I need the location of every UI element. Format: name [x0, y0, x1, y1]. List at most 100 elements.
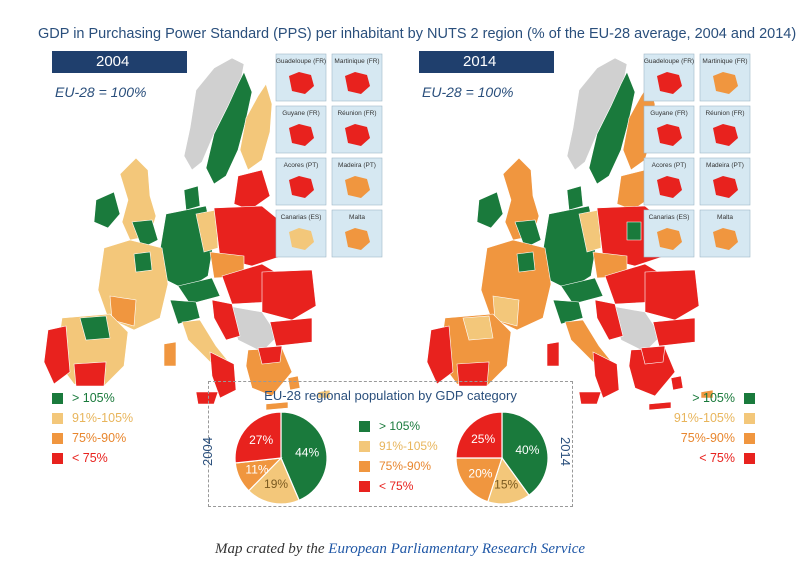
insets-2004: Guadeloupe (FR) Martinique (FR) Guyane (FR…	[275, 53, 383, 258]
inset-region	[713, 176, 738, 198]
legend-item: > 105%	[52, 388, 133, 408]
inset-label: Guyane (FR)	[650, 110, 688, 117]
inset-label: Canarias (ES)	[281, 214, 322, 221]
europe-map-2014	[426, 57, 714, 411]
inset-region	[345, 72, 370, 94]
france-paris-region	[516, 251, 536, 273]
inset-box	[699, 209, 751, 258]
cyprus-region	[700, 389, 714, 399]
inset-region	[713, 72, 738, 94]
pie-slice-label: 25%	[471, 432, 495, 446]
legend-label: > 105%	[72, 391, 115, 405]
legend-item: 75%-90%	[52, 428, 133, 448]
inset-region	[289, 124, 314, 146]
germany-east-region	[195, 209, 219, 253]
year-badge-2004: 2004	[52, 51, 187, 73]
aegean-region	[670, 375, 684, 391]
insets-2014: Guadeloupe (FR) Martinique (FR) Guyane (FR…	[643, 53, 751, 258]
italy-north-region	[552, 299, 584, 325]
legend-swatch	[52, 392, 63, 404]
year-badge-2014: 2014	[419, 51, 554, 73]
legend-label: 75%-90%	[680, 431, 735, 445]
legend-swatch	[359, 480, 370, 492]
greece-north-region	[257, 345, 283, 365]
legend-item: 91%-105%	[674, 408, 755, 428]
baltic-region	[233, 169, 271, 211]
inset-region	[657, 124, 682, 146]
pie-slice-label: 44%	[295, 446, 319, 460]
legend-item: 75%-90%	[674, 428, 755, 448]
romania-region	[644, 269, 700, 321]
legend-label: > 105%	[692, 391, 735, 405]
source-link[interactable]: European Parliamentary Research Service	[328, 541, 586, 557]
france-south-region	[109, 295, 137, 327]
inset-region	[657, 228, 682, 250]
legend-label: < 75%	[379, 479, 414, 493]
pie-slice	[501, 411, 549, 497]
legend-label: 91%-105%	[379, 439, 438, 453]
spain-south-region	[73, 361, 107, 387]
inset-region	[657, 176, 682, 198]
legend-swatch	[52, 432, 63, 444]
pie-slice-label: 27%	[249, 433, 273, 447]
sardinia-region	[546, 341, 560, 367]
legend-label: 75%-90%	[379, 459, 432, 473]
inset-label: Guadeloupe (FR)	[644, 58, 694, 65]
legend-label: > 105%	[379, 419, 421, 433]
croatia-slovenia-region	[211, 299, 241, 341]
pie-slice-label: 11%	[245, 463, 268, 477]
crete-region	[265, 401, 289, 411]
austria-region	[177, 277, 221, 305]
source-caption: Map crated by the European Parliamentary…	[0, 541, 800, 558]
bulgaria-region	[269, 317, 313, 347]
inset-region	[713, 228, 738, 250]
italy-south-region	[592, 351, 620, 399]
cyprus-region	[317, 389, 331, 399]
legend-item: 91%-105%	[359, 436, 438, 456]
inset-region	[345, 124, 370, 146]
sardinia-region	[163, 341, 177, 367]
france-paris-region	[133, 251, 153, 273]
inset-label: Guyane (FR)	[282, 110, 320, 117]
legend-left: > 105% 91%-105% 75%-90% < 75%	[52, 388, 133, 468]
inset-label: Guadeloupe (FR)	[276, 58, 326, 65]
croatia-slovenia-region	[594, 299, 624, 341]
legend-item: < 75%	[674, 448, 755, 468]
population-pie-2014: 40% 15%20% 25%	[455, 411, 549, 505]
legend-item: 75%-90%	[359, 456, 438, 476]
pie-slice	[247, 456, 300, 505]
eu-average-note-2004: EU-28 = 100%	[55, 84, 147, 100]
legend-label: 91%-105%	[673, 411, 735, 425]
spain-south-region	[456, 361, 490, 387]
inset-region	[289, 176, 314, 198]
legend-label: 75%-90%	[72, 431, 127, 445]
eu-average-note-2014: EU-28 = 100%	[422, 84, 514, 100]
pie-slice	[455, 411, 503, 459]
ireland-region	[93, 191, 121, 229]
uk-south-region	[131, 219, 159, 249]
bulgaria-region	[652, 317, 696, 347]
inset-label: Acores (PT)	[284, 162, 319, 169]
legend-swatch	[52, 452, 63, 464]
inset-label: Réunion (FR)	[705, 110, 744, 117]
portugal-region	[426, 325, 454, 385]
legend-swatch	[359, 420, 370, 432]
france-south-region	[492, 295, 520, 327]
portugal-region	[43, 325, 71, 385]
romania-region	[261, 269, 317, 321]
aegean-region	[287, 375, 301, 391]
legend-item: < 75%	[52, 448, 133, 468]
inset-label: Martinique (FR)	[334, 58, 379, 65]
pie-slice-label: 20%	[468, 467, 492, 481]
spain-north-region	[79, 315, 111, 341]
legend-item: > 105%	[674, 388, 755, 408]
inset-region	[289, 228, 314, 250]
pie-year-2014: 2014	[557, 437, 573, 466]
italy-north-region	[169, 299, 201, 325]
finland-region	[239, 83, 273, 171]
inset-region	[289, 72, 314, 94]
inset-label: Réunion (FR)	[337, 110, 376, 117]
inset-label: Malta	[717, 214, 733, 221]
sicily-region	[195, 391, 219, 405]
